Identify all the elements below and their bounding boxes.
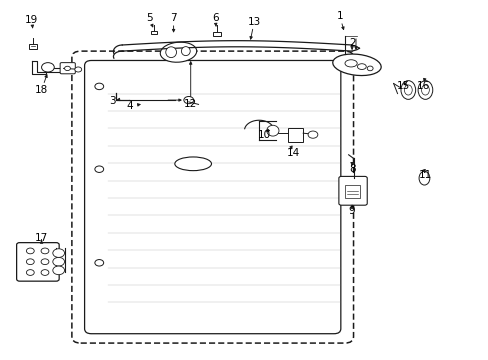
- Ellipse shape: [181, 46, 190, 55]
- Circle shape: [41, 248, 49, 254]
- Text: 15: 15: [396, 81, 409, 91]
- Ellipse shape: [160, 42, 196, 62]
- Circle shape: [64, 66, 70, 71]
- Text: 16: 16: [415, 81, 429, 91]
- Ellipse shape: [344, 60, 356, 67]
- Circle shape: [53, 249, 64, 257]
- Text: 10: 10: [257, 130, 270, 140]
- Ellipse shape: [165, 47, 176, 58]
- Circle shape: [41, 259, 49, 265]
- Ellipse shape: [417, 81, 432, 99]
- Circle shape: [26, 270, 34, 275]
- Ellipse shape: [366, 66, 372, 71]
- Circle shape: [26, 248, 34, 254]
- Text: 9: 9: [348, 206, 355, 216]
- Bar: [345, 185, 359, 198]
- Bar: [150, 31, 157, 34]
- Circle shape: [95, 83, 103, 90]
- Circle shape: [41, 270, 49, 275]
- Text: 14: 14: [286, 148, 300, 158]
- FancyBboxPatch shape: [338, 176, 366, 205]
- Text: 5: 5: [145, 13, 152, 23]
- Circle shape: [26, 259, 34, 265]
- Ellipse shape: [404, 85, 411, 95]
- FancyBboxPatch shape: [60, 63, 75, 74]
- Circle shape: [95, 166, 103, 172]
- Ellipse shape: [418, 171, 429, 185]
- Text: 7: 7: [170, 13, 177, 23]
- Text: 4: 4: [126, 101, 133, 111]
- FancyBboxPatch shape: [84, 60, 340, 334]
- Circle shape: [307, 131, 317, 138]
- Bar: [212, 32, 220, 36]
- Ellipse shape: [266, 125, 279, 136]
- Text: 12: 12: [183, 99, 197, 109]
- Text: 3: 3: [109, 96, 116, 106]
- Text: 6: 6: [211, 13, 218, 23]
- Text: 13: 13: [247, 17, 261, 27]
- Text: 17: 17: [35, 233, 48, 243]
- Ellipse shape: [175, 157, 211, 171]
- Circle shape: [183, 96, 193, 104]
- Ellipse shape: [357, 64, 366, 69]
- FancyBboxPatch shape: [17, 243, 59, 281]
- Circle shape: [75, 67, 81, 72]
- Text: 1: 1: [336, 11, 343, 21]
- Text: 2: 2: [348, 38, 355, 48]
- Text: 8: 8: [348, 164, 355, 174]
- Bar: [29, 44, 37, 49]
- Circle shape: [95, 260, 103, 266]
- Ellipse shape: [400, 81, 415, 99]
- Text: 11: 11: [418, 170, 431, 180]
- Text: 19: 19: [25, 15, 39, 25]
- Circle shape: [53, 266, 64, 275]
- Ellipse shape: [421, 85, 428, 95]
- Circle shape: [53, 257, 64, 266]
- Bar: [287, 128, 303, 142]
- Text: 18: 18: [35, 85, 48, 95]
- Ellipse shape: [332, 54, 380, 76]
- Circle shape: [41, 63, 54, 72]
